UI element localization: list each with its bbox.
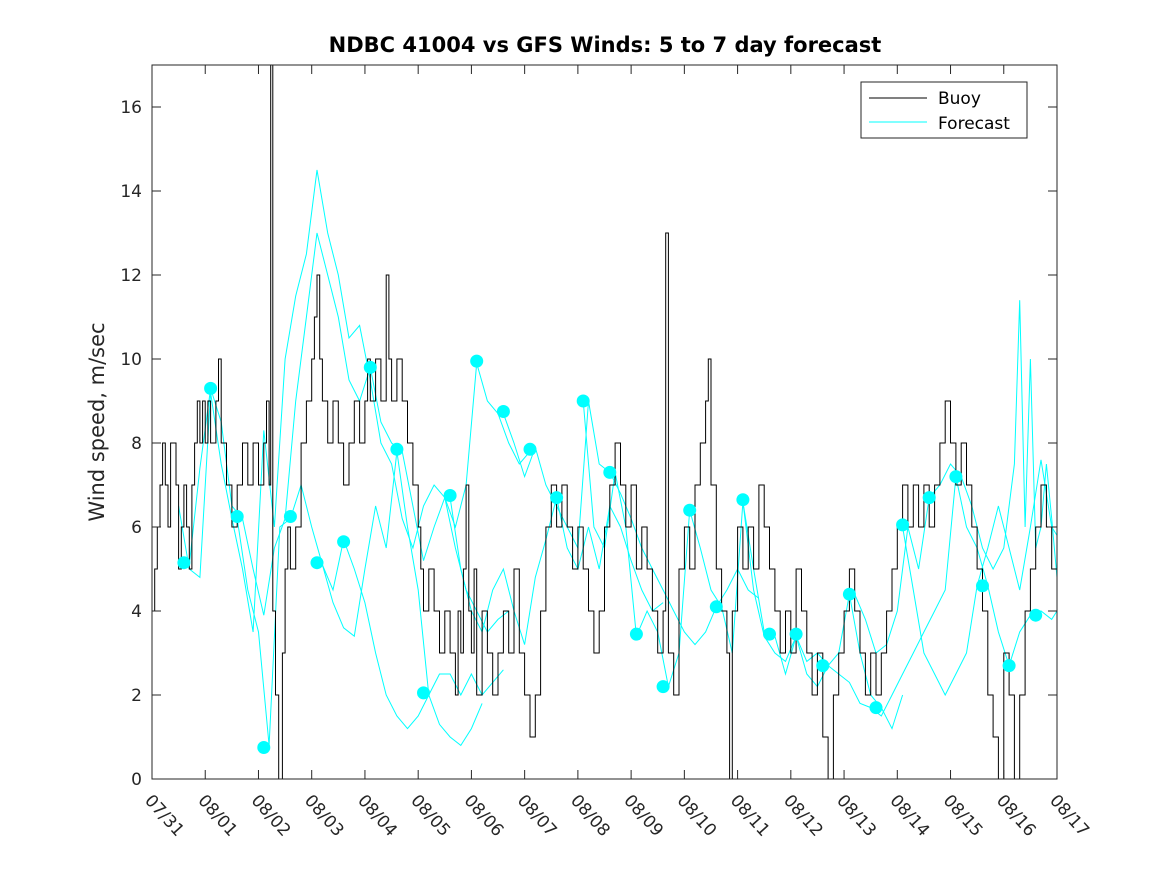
forecast-marker	[550, 491, 564, 505]
forecast-marker	[816, 659, 830, 673]
forecast-marker	[869, 701, 883, 715]
forecast-marker	[576, 394, 590, 408]
forecast-marker	[603, 465, 617, 479]
y-tick-label: 10	[120, 350, 142, 370]
forecast-marker	[523, 442, 537, 456]
forecast-marker	[1002, 659, 1016, 673]
forecast-marker	[310, 556, 324, 570]
y-tick-label: 2	[131, 686, 142, 706]
forecast-marker	[204, 381, 218, 395]
legend-label-forecast: Forecast	[938, 114, 1010, 134]
forecast-marker	[736, 493, 750, 507]
forecast-marker	[283, 510, 297, 523]
forecast-marker	[922, 491, 936, 505]
chart-title: NDBC 41004 vs GFS Winds: 5 to 7 day fore…	[329, 33, 882, 57]
legend: Buoy Forecast	[860, 81, 1028, 139]
y-tick-label: 8	[131, 434, 142, 454]
y-tick-label: 12	[120, 266, 142, 286]
forecast-marker	[789, 627, 803, 641]
forecast-marker	[629, 627, 643, 641]
forecast-line-2	[236, 483, 483, 747]
forecast-marker	[257, 741, 271, 754]
plot-area	[151, 64, 1058, 780]
y-tick-label: 4	[131, 602, 142, 622]
forecast-marker	[949, 470, 963, 484]
forecast-marker	[709, 600, 723, 614]
forecast-marker	[842, 587, 856, 601]
y-tick-label: 0	[131, 770, 142, 790]
forecast-line-0	[178, 169, 531, 633]
forecast-line-9	[902, 459, 1057, 697]
legend-box	[860, 81, 1028, 139]
forecast-marker	[896, 518, 910, 532]
forecast-marker	[470, 354, 484, 368]
buoy-line	[152, 65, 1057, 779]
forecast-marker	[390, 442, 404, 456]
forecast-marker	[763, 627, 776, 641]
legend-label-buoy: Buoy	[938, 89, 981, 109]
forecast-marker	[443, 489, 457, 502]
forecast-marker	[417, 686, 430, 700]
forecast-marker	[976, 579, 989, 593]
forecast-marker	[363, 360, 377, 374]
forecast-marker	[337, 535, 351, 549]
forecast-marker	[656, 680, 670, 694]
y-tick-label: 16	[120, 98, 142, 118]
y-tick-label: 14	[120, 182, 142, 202]
forecast-marker	[230, 510, 244, 523]
forecast-marker	[177, 556, 191, 570]
forecast-marker	[496, 405, 510, 418]
y-axis-label: Wind speed, m/sec	[85, 322, 109, 521]
axes-box	[151, 64, 1058, 780]
forecast-marker	[1029, 608, 1043, 622]
y-tick-label: 6	[131, 518, 142, 538]
forecast-line-3	[321, 451, 504, 697]
forecast-marker	[683, 503, 697, 517]
y-axis: 0 2 4 6 8 10 12 14 16	[120, 98, 1057, 790]
